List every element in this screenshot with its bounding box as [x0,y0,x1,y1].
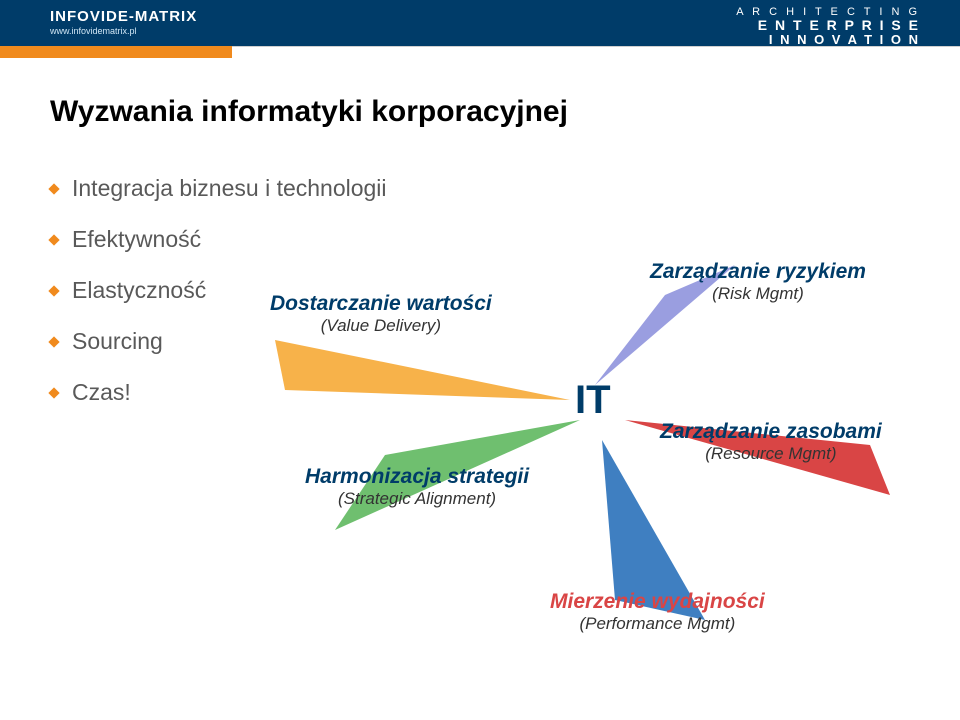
bullet-icon [48,285,59,296]
logo: INFOVIDE-MATRIX www.infovidematrix.pl [50,8,197,36]
header-bar: INFOVIDE-MATRIX www.infovidematrix.pl A … [0,0,960,46]
perf-sub: (Performance Mgmt) [550,614,765,634]
bullet-label: Sourcing [72,328,163,355]
perf-main: Mierzenie wydajności [550,590,765,614]
risk-sub: (Risk Mgmt) [650,284,866,304]
it-center-label: IT [575,378,611,423]
align-label: Harmonizacja strategii (Strategic Alignm… [305,465,529,509]
list-item: Integracja biznesu i technologii [50,175,387,202]
resource-sub: (Resource Mgmt) [660,444,882,464]
logo-url: www.infovidematrix.pl [50,26,197,36]
risk-label: Zarządzanie ryzykiem (Risk Mgmt) [650,260,866,304]
bullet-label: Efektywność [72,226,201,253]
resource-main: Zarządzanie zasobami [660,420,882,444]
bullet-icon [48,183,59,194]
resource-label: Zarządzanie zasobami (Resource Mgmt) [660,420,882,464]
bullet-icon [48,387,59,398]
logo-text: INFOVIDE-MATRIX [50,8,197,25]
it-governance-diagram: IT Dostarczanie wartości (Value Delivery… [250,260,910,660]
tagline: A R C H I T E C T I N G E N T E R P R I … [736,6,920,48]
align-main: Harmonizacja strategii [305,465,529,489]
tagline-line-2: E N T E R P R I S E [736,18,920,33]
value-label: Dostarczanie wartości (Value Delivery) [270,292,492,336]
bullet-label: Integracja biznesu i technologii [72,175,387,202]
perf-label: Mierzenie wydajności (Performance Mgmt) [550,590,765,634]
accent-strip [0,46,232,58]
bullet-icon [48,336,59,347]
list-item: Efektywność [50,226,387,253]
bullet-label: Czas! [72,379,131,406]
bullet-label: Elastyczność [72,277,206,304]
page-title: Wyzwania informatyki korporacyjnej [50,95,568,129]
value-main: Dostarczanie wartości [270,292,492,316]
divider [232,46,960,47]
align-sub: (Strategic Alignment) [305,489,529,509]
value-triangle [275,340,570,400]
value-sub: (Value Delivery) [270,316,492,336]
bullet-icon [48,234,59,245]
risk-main: Zarządzanie ryzykiem [650,260,866,284]
